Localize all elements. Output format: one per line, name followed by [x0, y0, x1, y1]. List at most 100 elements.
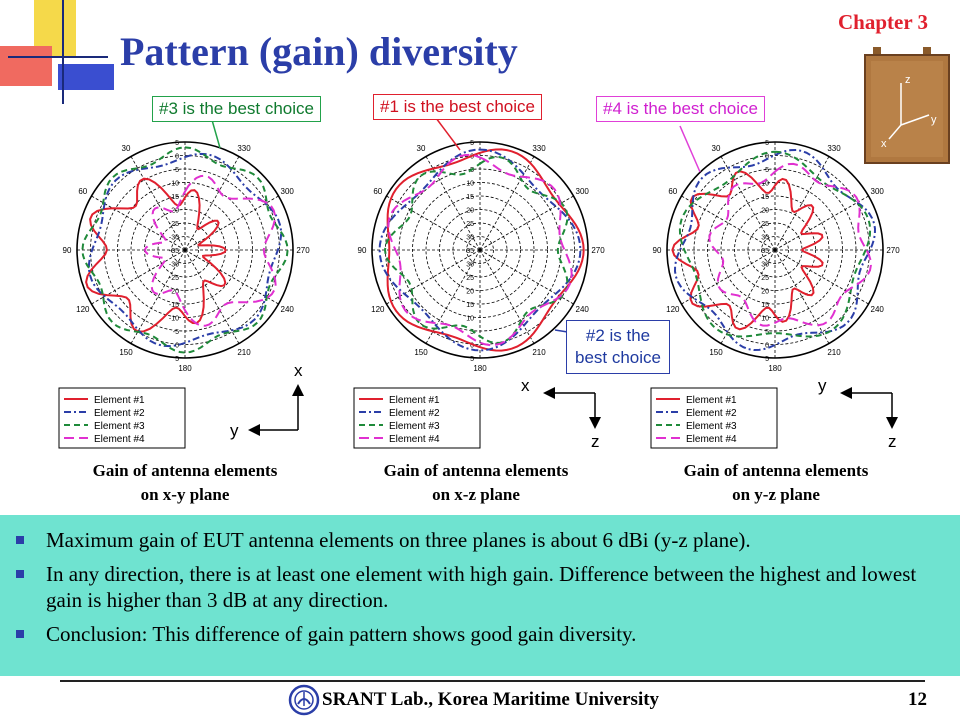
- radial-tick-label: 0: [470, 154, 474, 161]
- angle-tick-label: 30: [122, 144, 131, 153]
- pattern-series-2: [87, 152, 283, 348]
- pattern-series-3: [383, 156, 569, 344]
- angle-tick-label: 300: [281, 187, 295, 196]
- polar-plot-xy: 330 300 270 240 210 180 150 120 90 60 30 5 0 -5 -10 -15…: [63, 140, 310, 373]
- angle-tick-label: 180: [768, 364, 782, 373]
- axis-x-label: x: [294, 361, 303, 380]
- radial-tick-label: -10: [169, 181, 179, 188]
- radial-tick-label: 0: [765, 154, 769, 161]
- radial-tick-label: 15: [761, 194, 769, 201]
- radial-tick-label: 20: [466, 208, 474, 215]
- caption-line: Gain of antenna elements: [383, 461, 569, 480]
- axis-z-label: z: [888, 432, 897, 451]
- radial-tick-label: -25: [169, 221, 179, 228]
- radial-tick-label: 0: [175, 154, 179, 161]
- angle-tick-label: 90: [358, 246, 367, 255]
- angle-tick-label: 120: [76, 305, 90, 314]
- angle-tick-label: 120: [371, 305, 385, 314]
- radial-tick-label: -5: [173, 167, 179, 174]
- pattern-series-2: [378, 148, 582, 352]
- radial-tick-label: 35: [466, 248, 474, 255]
- page-title: Pattern (gain) diversity: [120, 29, 518, 74]
- axis-indicator-xz: x z: [521, 376, 601, 451]
- radial-tick-label: 0: [470, 343, 474, 350]
- caption-yz-plane: Gain of antenna elements on y-z plane: [646, 459, 906, 507]
- radial-tick-label: 5: [765, 356, 769, 363]
- callout-element2-line1: #2 is the: [585, 326, 651, 345]
- angle-tick-label: 270: [296, 246, 310, 255]
- pattern-series-4: [387, 153, 573, 347]
- polar-plot-yz: 3303002702402101801501209060305051015202…: [653, 140, 900, 373]
- radial-tick-label: 10: [761, 316, 769, 323]
- caption-line: on x-y plane: [140, 485, 230, 504]
- angle-tick-label: 30: [712, 144, 721, 153]
- angle-tick-label: 60: [373, 187, 382, 196]
- legend-label: Element #3: [389, 421, 440, 432]
- radial-tick-label: 25: [466, 221, 474, 228]
- angle-tick-label: 330: [827, 144, 841, 153]
- legend-yz: Element #1 Element #2 Element #3 Element #4: [650, 387, 778, 449]
- angle-tick-label: 240: [576, 305, 590, 314]
- legend-label: Element #2: [389, 408, 440, 419]
- pattern-series-3: [81, 146, 289, 354]
- radial-tick-label: -15: [169, 194, 179, 201]
- radial-tick-label: 5: [470, 356, 474, 363]
- callout-pointers: [211, 117, 701, 334]
- axis-y-label: y: [230, 421, 239, 440]
- caption-line: Gain of antenna elements: [683, 461, 869, 480]
- axis-indicator-xy: x y: [230, 361, 304, 440]
- photo-y-label: y: [931, 114, 937, 126]
- caption-xz-plane: Gain of antenna elements on x-z plane: [346, 459, 606, 507]
- angle-tick-label: 270: [886, 246, 900, 255]
- legend-label: Element #4: [94, 434, 145, 445]
- angle-tick-label: 210: [827, 348, 841, 357]
- radial-tick-label: 15: [466, 302, 474, 309]
- radial-tick-label: 25: [466, 275, 474, 282]
- callout-element2-best: #2 is the best choice: [566, 320, 670, 374]
- bullet-list: Maximum gain of EUT antenna elements on …: [0, 515, 960, 647]
- radial-tick-label: 15: [761, 302, 769, 309]
- axis-z-label: z: [591, 432, 600, 451]
- radial-tick-label: -30: [169, 235, 179, 242]
- angle-tick-label: 300: [576, 187, 590, 196]
- legend-label: Element #3: [94, 421, 145, 432]
- radial-tick-label: 5: [175, 356, 179, 363]
- legend-label: Element #4: [389, 434, 440, 445]
- callout-element4-best: #4 is the best choice: [596, 96, 765, 122]
- radial-tick-label: 30: [761, 235, 769, 242]
- legend-label: Element #1: [389, 395, 440, 406]
- radial-tick-label: 20: [466, 289, 474, 296]
- angle-tick-label: 90: [653, 246, 662, 255]
- radial-tick-label: 5: [765, 329, 769, 336]
- caption-line: on y-z plane: [732, 485, 820, 504]
- summary-panel: Maximum gain of EUT antenna elements on …: [0, 515, 960, 676]
- caption-line: Gain of antenna elements: [92, 461, 278, 480]
- radial-tick-label: -25: [169, 275, 179, 282]
- angle-tick-label: 180: [473, 364, 487, 373]
- radial-tick-label: 5: [470, 140, 474, 147]
- callout-element3-best: #3 is the best choice: [152, 96, 321, 122]
- angle-tick-label: 210: [237, 348, 251, 357]
- callout-element1-best: #1 is the best choice: [373, 94, 542, 120]
- bullet-item: Maximum gain of EUT antenna elements on …: [16, 527, 950, 553]
- radial-tick-label: 25: [761, 275, 769, 282]
- radial-tick-label: -15: [169, 302, 179, 309]
- radial-tick-label: -35: [169, 248, 179, 255]
- legend-label: Element #1: [94, 395, 145, 406]
- angle-tick-label: 90: [63, 246, 72, 255]
- legend-label: Element #3: [686, 421, 737, 432]
- antenna-photo: z y x: [861, 43, 953, 170]
- pattern-series-4: [143, 174, 277, 327]
- angle-tick-label: 240: [871, 305, 885, 314]
- legend-xz: Element #1 Element #2 Element #3 Element #4: [353, 387, 481, 449]
- angle-tick-label: 60: [668, 187, 677, 196]
- bullet-item: In any direction, there is at least one …: [16, 561, 950, 613]
- radial-tick-label: -10: [169, 316, 179, 323]
- axis-y-label: y: [818, 376, 827, 395]
- radial-tick-label: 30: [761, 262, 769, 269]
- radial-tick-label: -30: [169, 262, 179, 269]
- callout-element2-line2: best choice: [575, 348, 661, 367]
- legend-xy: Element #1 Element #2 Element #3 Element #4: [58, 387, 186, 449]
- radial-tick-label: 0: [765, 343, 769, 350]
- angle-tick-label: 60: [78, 187, 87, 196]
